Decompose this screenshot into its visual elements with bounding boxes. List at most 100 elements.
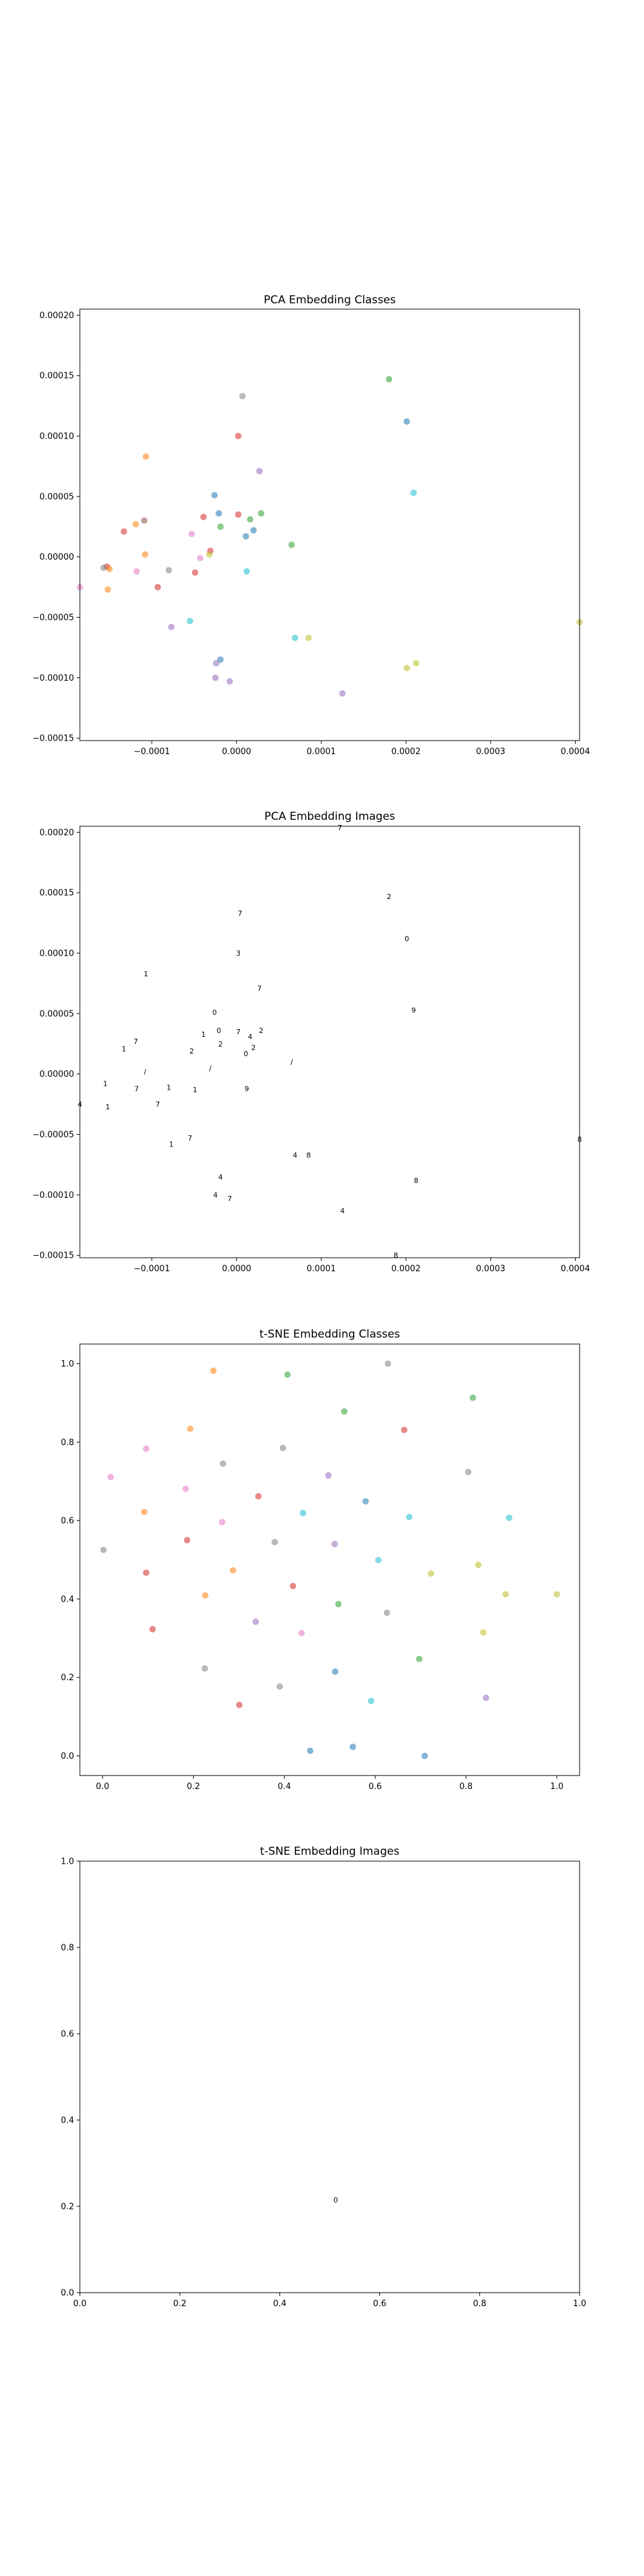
data-point xyxy=(133,568,140,575)
image-thumbnail-point: 1 xyxy=(103,1080,108,1088)
data-point xyxy=(362,1498,369,1505)
data-point xyxy=(305,634,312,641)
x-tick-label: 0.0002 xyxy=(392,1264,421,1274)
y-tick-label: 0.00010 xyxy=(39,949,74,959)
data-point xyxy=(107,1473,114,1481)
image-thumbnail-point: 3 xyxy=(236,949,240,958)
x-tick-label: 0.2 xyxy=(173,2299,187,2309)
data-point xyxy=(210,1367,217,1374)
image-thumbnail-point: 2 xyxy=(387,893,392,901)
x-tick-label: 0.0002 xyxy=(392,747,421,757)
x-tick-label: 0.4 xyxy=(273,2299,287,2309)
x-tick-label: 0.0004 xyxy=(561,747,591,757)
image-thumbnail-point: 8 xyxy=(307,1151,311,1159)
image-thumbnail-point: 7 xyxy=(135,1084,139,1093)
data-point xyxy=(325,1472,332,1479)
data-point xyxy=(413,659,420,667)
data-point xyxy=(182,1485,189,1492)
plot-frame xyxy=(79,1861,580,2293)
data-point xyxy=(482,1694,489,1701)
image-thumbnail-point: 7 xyxy=(227,1195,232,1203)
data-point xyxy=(502,1591,509,1598)
data-point xyxy=(142,1445,149,1452)
image-thumbnail-point: 7 xyxy=(187,1134,192,1142)
data-point xyxy=(120,528,128,535)
y-tick-label: 0.00015 xyxy=(39,889,74,898)
y-tick-label: 0.2 xyxy=(61,1673,74,1683)
image-thumbnail-point: 1 xyxy=(202,1030,206,1039)
image-thumbnail-point: / xyxy=(144,1068,146,1076)
y-tick-label: 0.00005 xyxy=(39,1009,74,1019)
data-point xyxy=(349,1743,356,1750)
y-tick-label: −0.00015 xyxy=(32,734,74,744)
data-point xyxy=(202,1592,209,1599)
x-tick-label: 1.0 xyxy=(550,1782,564,1792)
y-tick-label: −0.00010 xyxy=(32,1191,74,1200)
data-point xyxy=(186,618,193,625)
image-thumbnail-point: 4 xyxy=(218,1173,223,1181)
data-point xyxy=(217,656,224,663)
x-tick-label: −0.0001 xyxy=(134,747,170,757)
y-tick-label: −0.00005 xyxy=(32,1130,74,1140)
data-point xyxy=(480,1629,487,1636)
data-point xyxy=(469,1394,477,1401)
image-thumbnail-point: 0 xyxy=(334,2196,338,2204)
y-tick-label: −0.00010 xyxy=(32,674,74,683)
data-point xyxy=(212,674,219,681)
y-tick-label: −0.00015 xyxy=(32,1251,74,1261)
data-point xyxy=(140,517,147,524)
chart-title: t-SNE Embedding Images xyxy=(260,1845,400,1858)
image-thumbnail-point: 0 xyxy=(213,1009,217,1017)
image-thumbnail-point: 4 xyxy=(293,1151,298,1159)
data-point xyxy=(428,1570,435,1577)
x-tick-label: 0.8 xyxy=(473,2299,486,2309)
image-thumbnail-point: 9 xyxy=(245,1084,249,1093)
data-point xyxy=(247,516,254,523)
image-thumbnail-point: 1 xyxy=(167,1083,171,1092)
data-point xyxy=(415,1656,422,1663)
image-thumbnail-point: 4 xyxy=(340,1207,345,1215)
data-point xyxy=(250,527,257,534)
data-point xyxy=(553,1591,560,1598)
data-point xyxy=(279,1444,287,1452)
data-point xyxy=(132,521,139,528)
x-tick-label: 0.0 xyxy=(96,1782,109,1792)
image-thumbnail-point: 0 xyxy=(243,1050,248,1058)
plot-frame xyxy=(79,826,580,1258)
y-tick-label: 0.00000 xyxy=(39,1070,74,1079)
data-point xyxy=(271,1539,278,1546)
y-tick-label: 0.00005 xyxy=(39,492,74,502)
data-point xyxy=(331,1540,338,1548)
x-tick-label: 0.4 xyxy=(278,1782,291,1792)
y-tick-label: 0.6 xyxy=(61,2030,74,2040)
image-thumbnail-point: 4 xyxy=(213,1191,218,1199)
data-point xyxy=(406,1513,413,1520)
data-point xyxy=(142,1569,149,1577)
image-thumbnail-point: 2 xyxy=(251,1043,256,1052)
image-thumbnail-point: 7 xyxy=(156,1101,160,1109)
y-tick-label: 0.8 xyxy=(61,1438,74,1448)
plot-frame xyxy=(79,308,580,741)
data-point xyxy=(234,433,242,440)
y-tick-label: 0.00020 xyxy=(39,311,74,321)
data-point xyxy=(100,1546,107,1553)
x-tick-label: 0.0001 xyxy=(307,747,336,757)
y-tick-label: 0.0 xyxy=(61,2289,74,2298)
data-point xyxy=(403,665,410,672)
data-point xyxy=(155,583,162,591)
image-thumbnail-point: 0 xyxy=(404,935,409,943)
data-point xyxy=(188,531,195,538)
data-point xyxy=(104,586,111,593)
data-point xyxy=(252,1618,260,1625)
panel-pca-images: PCA Embedding Images −0.0001 0.0000 0.0001… xyxy=(32,810,590,1274)
x-tick-label: 1.0 xyxy=(573,2299,587,2309)
data-point xyxy=(234,511,242,518)
data-point xyxy=(142,453,149,460)
x-tick-label: 0.0000 xyxy=(222,747,252,757)
image-thumbnail-point: 7 xyxy=(133,1037,138,1046)
data-point xyxy=(239,393,246,400)
y-tick-label: 0.00015 xyxy=(39,372,74,381)
data-point xyxy=(255,1493,262,1500)
data-point xyxy=(206,551,213,558)
x-tick-label: 0.0000 xyxy=(222,1264,252,1274)
